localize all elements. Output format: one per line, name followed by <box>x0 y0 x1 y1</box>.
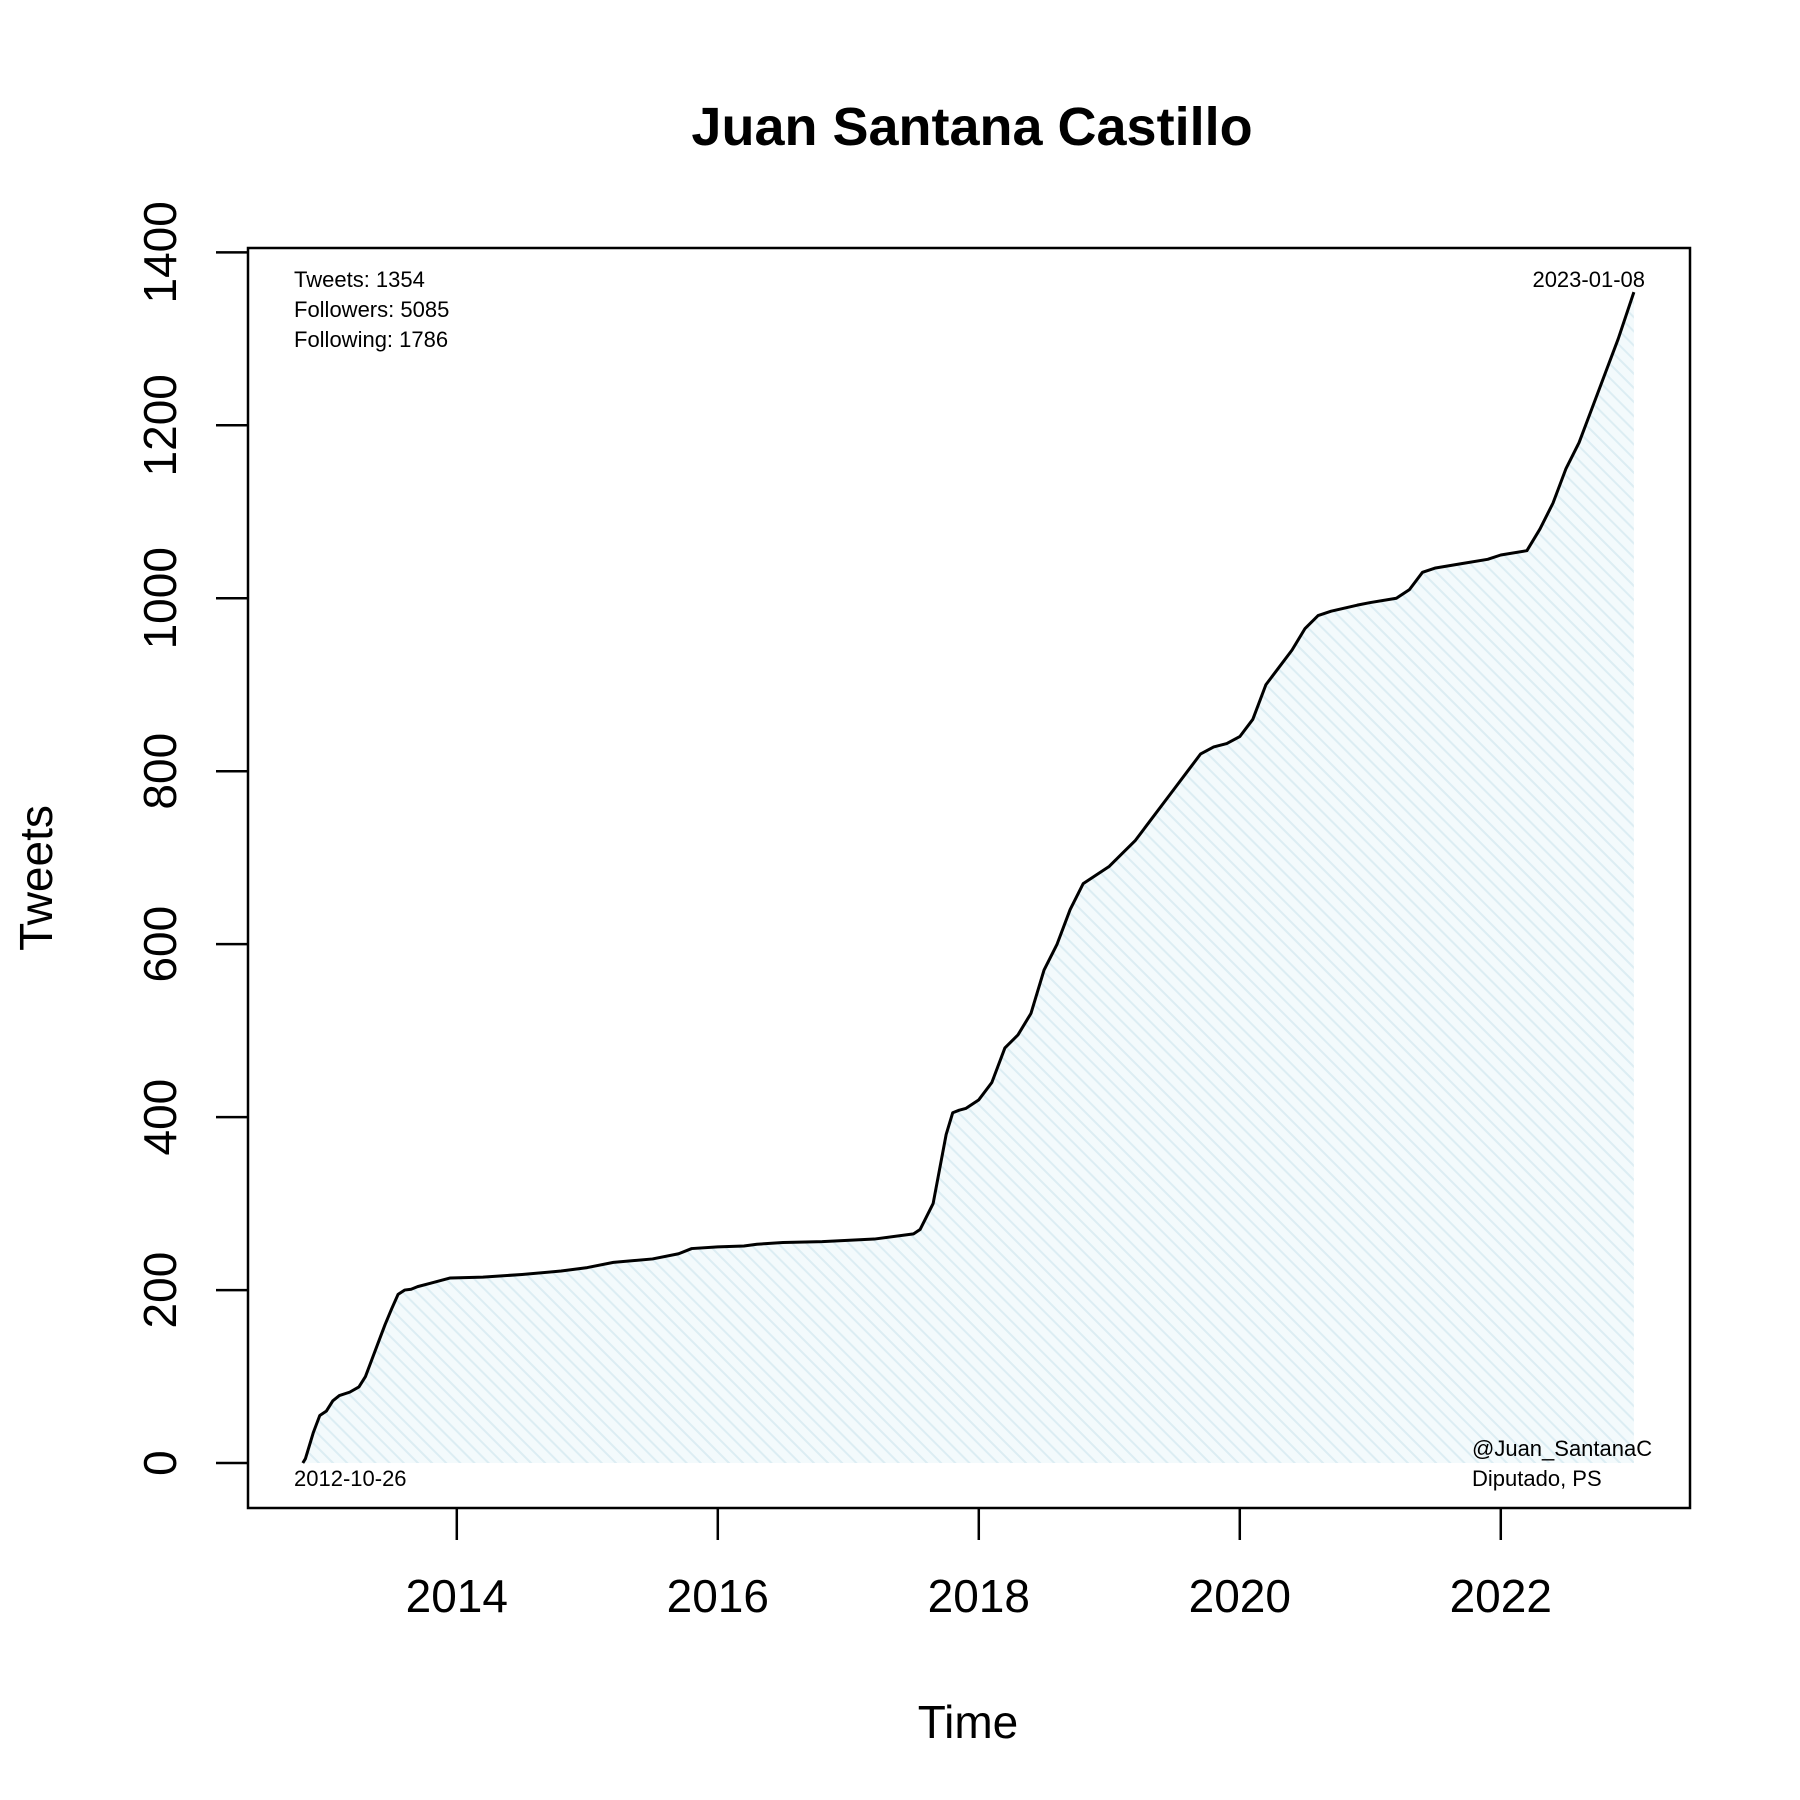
y-tick-label: 600 <box>134 906 186 983</box>
plot-frame <box>246 246 1692 1510</box>
end-date-label: 2023-01-08 <box>1532 267 1645 292</box>
handle-label: @Juan_SantanaC <box>1472 1436 1652 1461</box>
y-tick-label: 200 <box>134 1252 186 1329</box>
y-axis: 0 200 400 600 800 1000 1200 1400 <box>134 201 248 1476</box>
x-tick-label: 2022 <box>1450 1570 1552 1622</box>
start-date-label: 2012-10-26 <box>294 1466 407 1491</box>
stat-following: Following: 1786 <box>294 327 448 352</box>
chart-title: Juan Santana Castillo <box>691 97 1252 157</box>
series-line <box>301 291 1636 1464</box>
x-tick-label: 2018 <box>928 1570 1030 1622</box>
x-tick-label: 2020 <box>1189 1570 1291 1622</box>
area-fill <box>302 292 1634 1464</box>
y-tick-label: 1000 <box>134 547 186 649</box>
y-tick-label: 1400 <box>134 201 186 303</box>
x-axis-label: Time <box>918 1696 1019 1748</box>
plot-area <box>301 291 1636 1464</box>
stat-tweets: Tweets: 1354 <box>294 267 425 292</box>
x-tick-label: 2014 <box>406 1570 508 1622</box>
y-tick-label: 400 <box>134 1079 186 1156</box>
x-axis: 2014 2016 2018 2020 2022 <box>406 1508 1552 1622</box>
x-tick-label: 2016 <box>667 1570 769 1622</box>
y-tick-label: 0 <box>134 1450 186 1476</box>
stat-followers: Followers: 5085 <box>294 297 449 322</box>
y-tick-label: 1200 <box>134 374 186 476</box>
y-tick-label: 800 <box>134 733 186 810</box>
role-label: Diputado, PS <box>1472 1466 1602 1491</box>
y-axis-label: Tweets <box>10 805 62 951</box>
